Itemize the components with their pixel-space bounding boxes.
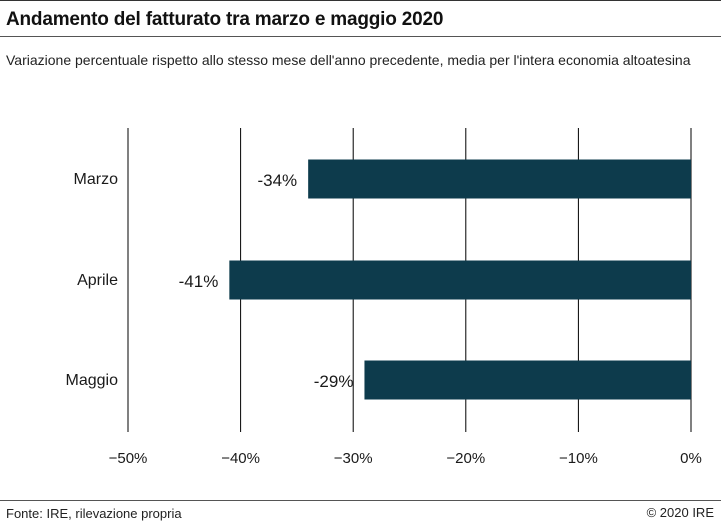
bar-chart: −50% −40% −30% −20% −10% 0% Marzo -34% Aprile -41… [66,128,702,467]
data-label: -29% [314,372,354,391]
x-tick-label: −10% [559,450,598,467]
title-divider [0,36,721,37]
bars [229,159,691,400]
x-tick-label: −50% [109,450,148,467]
bar [308,159,691,199]
data-label: -34% [257,171,297,190]
labels: −50% −40% −30% −20% −10% 0% Marzo -34% Aprile -41… [66,171,702,467]
category-label: Maggio [66,372,119,389]
chart-subtitle: Variazione percentuale rispetto allo ste… [6,52,691,68]
bar [364,360,691,400]
x-tick-label: −20% [446,450,485,467]
source-note: Fonte: IRE, rilevazione propria [6,506,182,521]
x-tick-label: −40% [221,450,260,467]
x-tick-label: 0% [680,450,702,467]
footer-divider [0,500,721,501]
chart-title: Andamento del fatturato tra marzo e magg… [6,9,444,30]
copyright-note: © 2020 IRE [646,505,714,520]
bar [229,260,691,300]
category-label: Aprile [77,272,118,289]
data-label: -41% [179,272,219,291]
x-tick-label: −30% [334,450,373,467]
category-label: Marzo [74,171,119,188]
top-border [0,0,721,1]
